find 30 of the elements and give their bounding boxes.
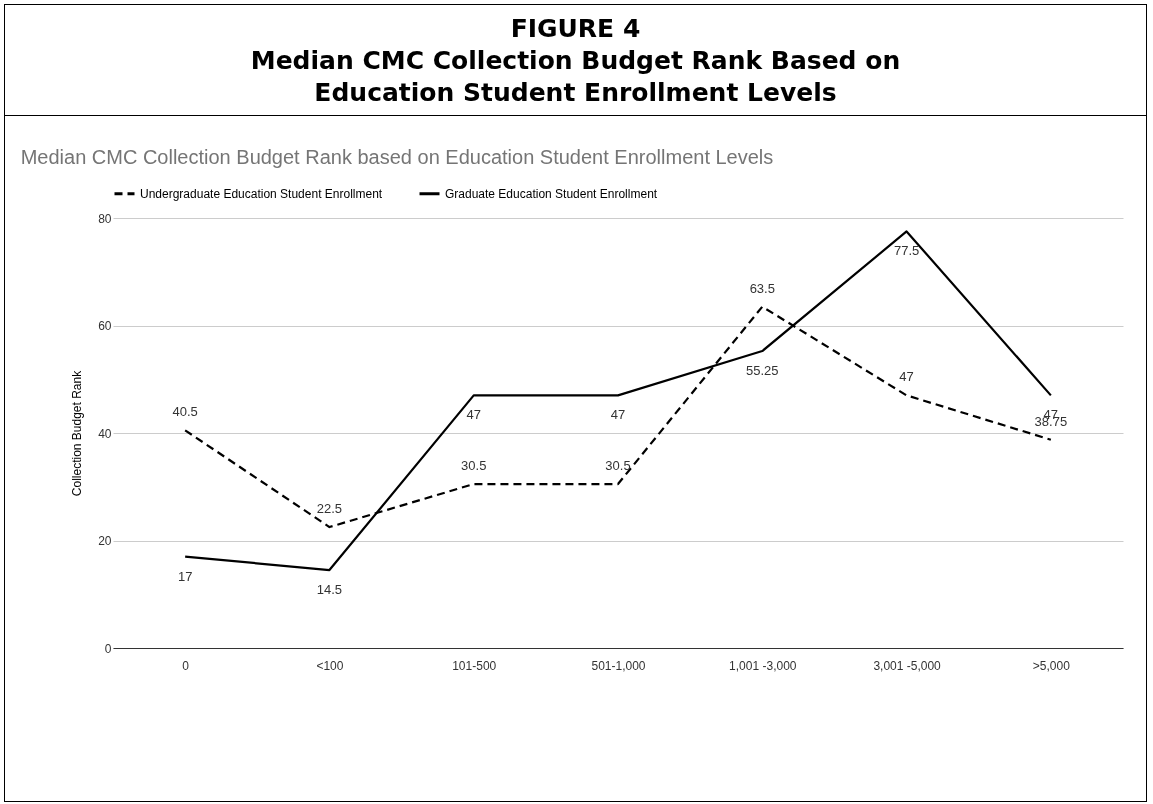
legend-label: Graduate Education Student Enrollment bbox=[445, 186, 658, 201]
data-label: 30.5 bbox=[605, 458, 631, 474]
y-axis-title: Collection Budget Rank bbox=[70, 369, 85, 497]
x-tick-label: 101-500 bbox=[452, 658, 497, 673]
x-tick-label: 0 bbox=[182, 658, 190, 673]
data-label: 47 bbox=[466, 407, 481, 423]
y-tick-label: 40 bbox=[98, 426, 112, 441]
text: Median CMC Collection Budget Rank based on Education Student Enrollment Levels bbox=[20, 146, 774, 168]
x-tick-label: 1,001 -3,000 bbox=[729, 658, 797, 673]
data-label: 40.5 bbox=[172, 404, 198, 420]
x-tick-label: >5,000 bbox=[1032, 658, 1071, 673]
y-tick-label: 0 bbox=[104, 641, 112, 656]
x-tick-label: <100 bbox=[316, 658, 344, 673]
data-label: 55.25 bbox=[746, 363, 779, 379]
data-label: 14.5 bbox=[316, 582, 343, 598]
data-label: 22.5 bbox=[316, 501, 343, 517]
x-tick-label: 501-1,000 bbox=[591, 658, 646, 673]
y-tick-label: 20 bbox=[98, 534, 112, 548]
data-label: 63.5 bbox=[749, 280, 775, 296]
data-label: 47 bbox=[899, 369, 914, 385]
data-label: 30.5 bbox=[461, 458, 487, 474]
data-label: 77.5 bbox=[893, 243, 920, 259]
x-tick-label: 3,001 -5,000 bbox=[873, 658, 942, 673]
legend-label: Undergraduate Education Student Enrollment bbox=[140, 186, 383, 201]
data-label: 17 bbox=[177, 568, 193, 584]
chart-subtitle: Median CMC Collection Budget Rank Based on Education Student Enrollment Levels bbox=[249, 45, 902, 109]
chart-title: FIGURE 4 bbox=[509, 13, 642, 45]
data-label: 47 bbox=[610, 407, 626, 423]
y-tick-label: 80 bbox=[98, 211, 112, 226]
y-tick-label: 60 bbox=[98, 319, 112, 333]
